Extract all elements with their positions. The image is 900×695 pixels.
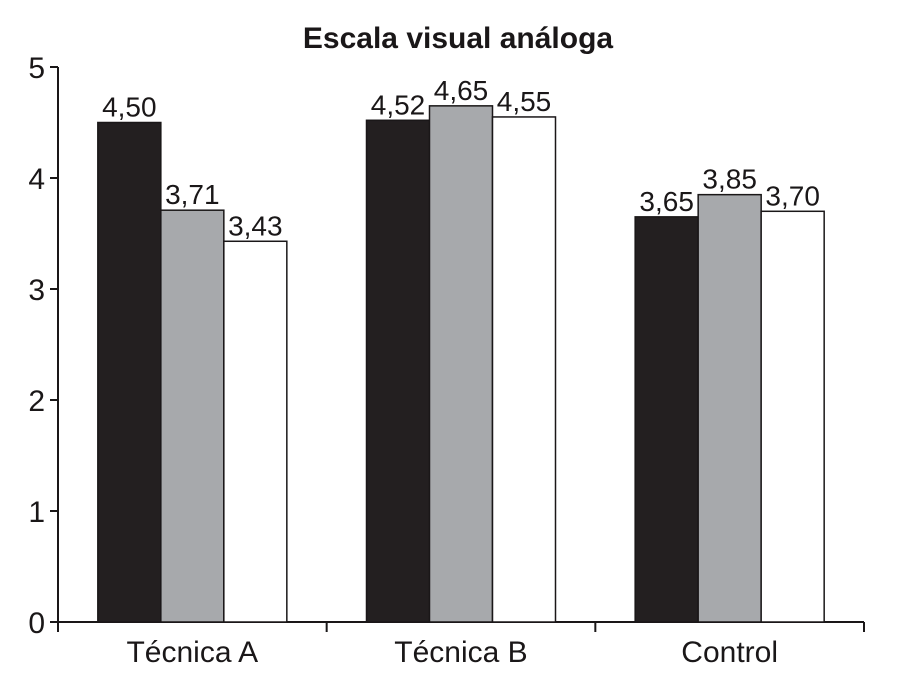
bar-value-label: 4,50 xyxy=(102,92,157,123)
bar xyxy=(634,216,699,623)
bar-value-label: 4,65 xyxy=(434,75,489,106)
bar xyxy=(223,240,288,623)
x-category-label: Técnica A xyxy=(126,636,258,669)
y-tick-label: 0 xyxy=(28,607,45,640)
x-category-label: Control xyxy=(681,636,778,669)
axes: 0 1 2 3 4 5 Técnica A Técnica B Control xyxy=(28,52,865,669)
bar-value-label: 3,43 xyxy=(228,210,283,241)
bars xyxy=(97,105,825,623)
bar xyxy=(760,210,825,623)
bar xyxy=(428,105,494,623)
y-tick-label: 5 xyxy=(28,52,45,85)
bar-value-label: 3,65 xyxy=(639,186,694,217)
bar-value-label: 4,55 xyxy=(497,86,552,117)
bar xyxy=(697,193,762,623)
bar-value-label: 3,71 xyxy=(165,179,220,210)
chart-title: Escala visual análoga xyxy=(303,22,613,55)
bar-value-label: 4,52 xyxy=(371,89,426,120)
y-tick-label: 4 xyxy=(28,163,45,196)
bar xyxy=(160,209,225,623)
bar xyxy=(491,116,557,623)
data-labels: 4,50 3,71 3,43 4,52 4,65 4,55 3,65 3,85 3,70 xyxy=(102,75,820,241)
x-category-label: Técnica B xyxy=(394,636,527,669)
bar-value-label: 3,70 xyxy=(765,180,820,211)
y-tick-label: 2 xyxy=(28,385,45,418)
bar-value-label: 3,85 xyxy=(702,164,757,195)
y-tick-label: 3 xyxy=(28,274,45,307)
bar xyxy=(97,121,162,623)
bar xyxy=(365,119,431,623)
y-tick-label: 1 xyxy=(28,496,45,529)
